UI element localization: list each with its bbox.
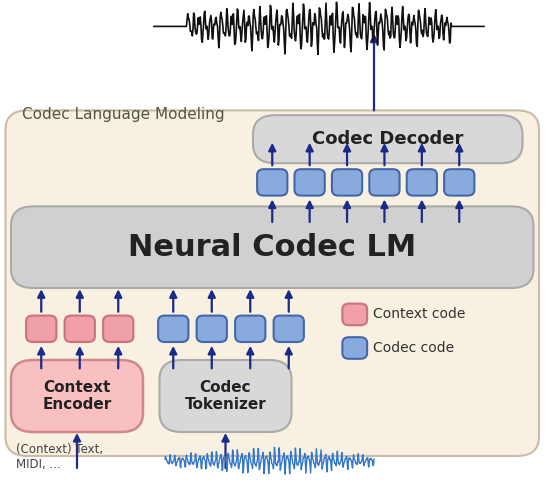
- Text: Neural Codec LM: Neural Codec LM: [128, 233, 416, 262]
- FancyBboxPatch shape: [257, 169, 287, 196]
- FancyBboxPatch shape: [274, 316, 304, 342]
- FancyBboxPatch shape: [444, 169, 474, 196]
- Text: Codec
Tokenizer: Codec Tokenizer: [185, 380, 266, 412]
- FancyBboxPatch shape: [407, 169, 437, 196]
- Text: Codec Language Modeling: Codec Language Modeling: [22, 108, 224, 122]
- FancyBboxPatch shape: [65, 316, 95, 342]
- FancyBboxPatch shape: [103, 316, 133, 342]
- Text: Context
Encoder: Context Encoder: [42, 380, 112, 412]
- FancyBboxPatch shape: [295, 169, 324, 196]
- Text: Codec Decoder: Codec Decoder: [312, 130, 464, 148]
- FancyBboxPatch shape: [160, 360, 292, 432]
- FancyBboxPatch shape: [6, 110, 539, 456]
- FancyBboxPatch shape: [253, 115, 522, 163]
- FancyBboxPatch shape: [197, 316, 227, 342]
- Text: Context code: Context code: [373, 307, 465, 322]
- FancyBboxPatch shape: [158, 316, 188, 342]
- FancyBboxPatch shape: [235, 316, 265, 342]
- FancyBboxPatch shape: [11, 360, 143, 432]
- FancyBboxPatch shape: [370, 169, 399, 196]
- FancyBboxPatch shape: [26, 316, 57, 342]
- FancyBboxPatch shape: [342, 304, 367, 325]
- Text: Codec code: Codec code: [373, 341, 454, 355]
- FancyBboxPatch shape: [11, 206, 534, 288]
- FancyBboxPatch shape: [332, 169, 362, 196]
- Text: (Context) Text,
MIDI, ...: (Context) Text, MIDI, ...: [16, 443, 103, 471]
- FancyBboxPatch shape: [342, 337, 367, 359]
